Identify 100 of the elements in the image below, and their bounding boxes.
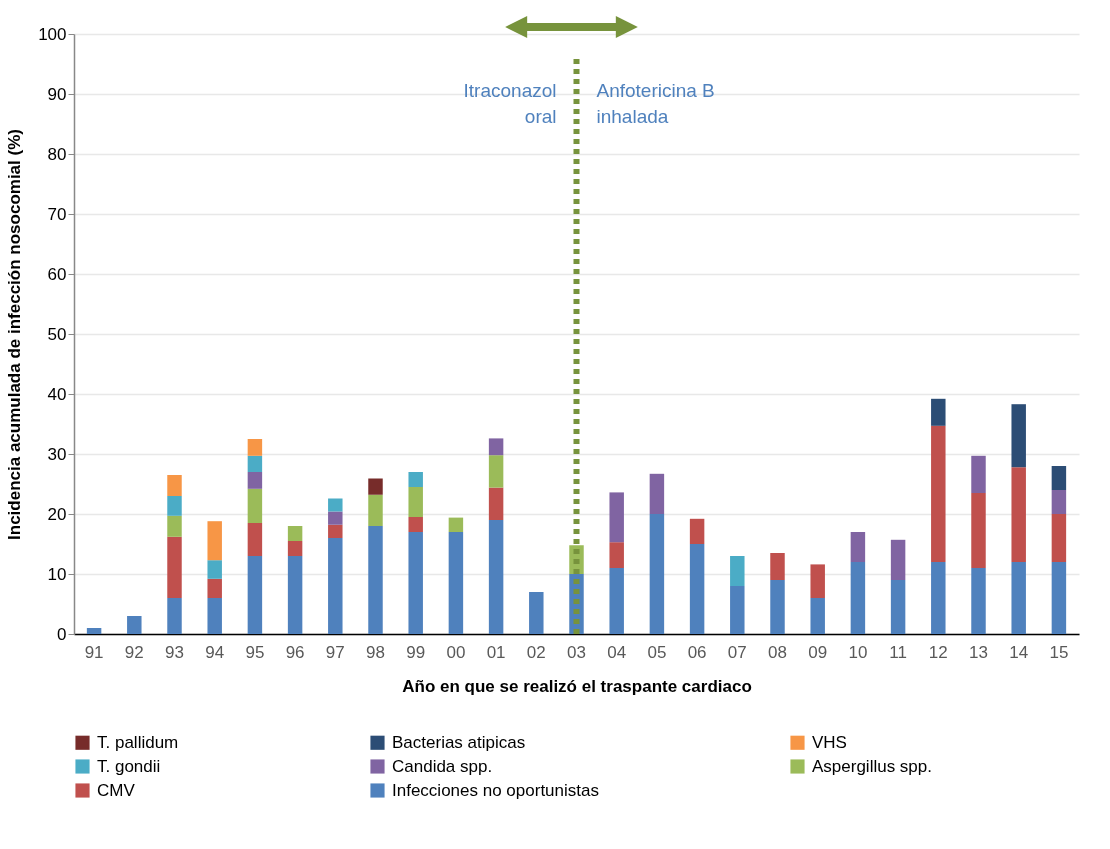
bar bbox=[207, 578, 222, 598]
bar bbox=[488, 520, 504, 634]
x-tick-label: 00 bbox=[446, 642, 466, 662]
bar bbox=[167, 515, 182, 537]
y-tick-label: 100 bbox=[38, 24, 67, 44]
y-tick-label: 50 bbox=[47, 324, 67, 344]
bar bbox=[890, 539, 906, 580]
bar bbox=[408, 472, 423, 487]
legend-label: T. gondii bbox=[97, 756, 161, 776]
x-tick-label: 12 bbox=[928, 642, 948, 662]
bar bbox=[890, 580, 906, 634]
bar bbox=[247, 455, 263, 472]
bar bbox=[488, 487, 504, 520]
bar bbox=[529, 592, 544, 634]
annotation: Anfotericina B inhalada bbox=[596, 80, 715, 127]
y-tick-label: 10 bbox=[47, 564, 67, 584]
bar bbox=[730, 586, 745, 634]
bar bbox=[609, 492, 624, 543]
x-tick-label: 96 bbox=[285, 642, 305, 662]
bar bbox=[850, 532, 866, 562]
x-tick-label: 95 bbox=[245, 642, 265, 662]
x-tick-label: 91 bbox=[84, 642, 104, 662]
x-tick-label: 08 bbox=[768, 642, 787, 662]
bar bbox=[488, 438, 504, 456]
x-tick-label: 99 bbox=[406, 642, 426, 662]
legend-label: T. pallidum bbox=[97, 732, 179, 752]
x-tick-label: 06 bbox=[687, 642, 707, 662]
x-axis-title: Año en que se realizó el traspante cardiaco bbox=[402, 676, 752, 696]
bar bbox=[770, 580, 785, 634]
bar bbox=[247, 472, 263, 489]
bar bbox=[609, 542, 624, 568]
bar bbox=[368, 494, 383, 526]
x-tick-label: 97 bbox=[325, 642, 345, 662]
bar bbox=[850, 562, 866, 634]
bar bbox=[368, 478, 383, 495]
bar bbox=[1011, 404, 1026, 468]
bar bbox=[1011, 562, 1026, 634]
legend-label: Infecciones no oportunistas bbox=[392, 780, 599, 800]
x-tick-label: 05 bbox=[647, 642, 667, 662]
bar bbox=[247, 439, 263, 456]
bar bbox=[971, 568, 986, 634]
bar bbox=[408, 487, 423, 517]
bar bbox=[931, 425, 946, 562]
bar bbox=[1011, 467, 1026, 562]
bar bbox=[448, 517, 464, 532]
legend-label: VHS bbox=[812, 732, 847, 752]
legend-label: Aspergillus spp. bbox=[812, 756, 933, 776]
bar bbox=[247, 523, 263, 556]
x-tick-label: 03 bbox=[567, 642, 586, 662]
bar bbox=[287, 556, 303, 634]
legend-label: Bacterias atipicas bbox=[392, 732, 526, 752]
bar bbox=[1051, 514, 1067, 562]
bar bbox=[971, 455, 986, 493]
bar bbox=[207, 560, 222, 579]
y-tick-label: 90 bbox=[47, 84, 67, 104]
x-tick-label: 93 bbox=[165, 642, 184, 662]
bar bbox=[167, 536, 182, 598]
y-tick-label: 80 bbox=[47, 144, 67, 164]
bar bbox=[1051, 466, 1067, 490]
bar bbox=[810, 564, 825, 598]
y-tick-label: 60 bbox=[47, 264, 67, 284]
bar bbox=[408, 517, 423, 532]
bar bbox=[770, 553, 785, 580]
bar bbox=[167, 475, 182, 496]
bar bbox=[1051, 490, 1067, 514]
bar bbox=[247, 488, 263, 523]
y-tick-label: 70 bbox=[47, 204, 67, 224]
bar bbox=[328, 538, 343, 634]
bar bbox=[167, 598, 182, 634]
x-tick-label: 92 bbox=[124, 642, 144, 662]
bar bbox=[971, 493, 986, 568]
bar bbox=[287, 526, 303, 541]
y-axis-title: Incidencia acumulada de infección nosocomial (%) bbox=[5, 129, 25, 540]
bar bbox=[207, 521, 222, 561]
bar bbox=[328, 498, 343, 512]
x-tick-label: 15 bbox=[1049, 642, 1069, 662]
bar bbox=[689, 518, 705, 544]
bar bbox=[689, 544, 705, 634]
x-tick-label: 10 bbox=[848, 642, 868, 662]
x-tick-label: 02 bbox=[526, 642, 546, 662]
bar bbox=[448, 532, 464, 634]
bar bbox=[328, 511, 343, 525]
bar bbox=[207, 598, 222, 634]
bar bbox=[127, 616, 142, 634]
x-tick-label: 07 bbox=[727, 642, 747, 662]
x-tick-label: 11 bbox=[889, 642, 907, 662]
x-tick-label: 04 bbox=[607, 642, 627, 662]
bar bbox=[408, 532, 423, 634]
x-tick-label: 14 bbox=[1009, 642, 1029, 662]
x-tick-label: 98 bbox=[366, 642, 385, 662]
x-tick-label: 94 bbox=[205, 642, 225, 662]
bar bbox=[488, 455, 504, 488]
annotation: Itraconazol oral bbox=[463, 80, 557, 127]
bar bbox=[810, 598, 825, 634]
y-tick-label: 20 bbox=[47, 504, 67, 524]
legend-label: CMV bbox=[97, 780, 136, 800]
y-tick-label: 30 bbox=[47, 444, 67, 464]
bar bbox=[649, 473, 665, 514]
bar bbox=[649, 514, 665, 634]
bar bbox=[328, 524, 343, 538]
